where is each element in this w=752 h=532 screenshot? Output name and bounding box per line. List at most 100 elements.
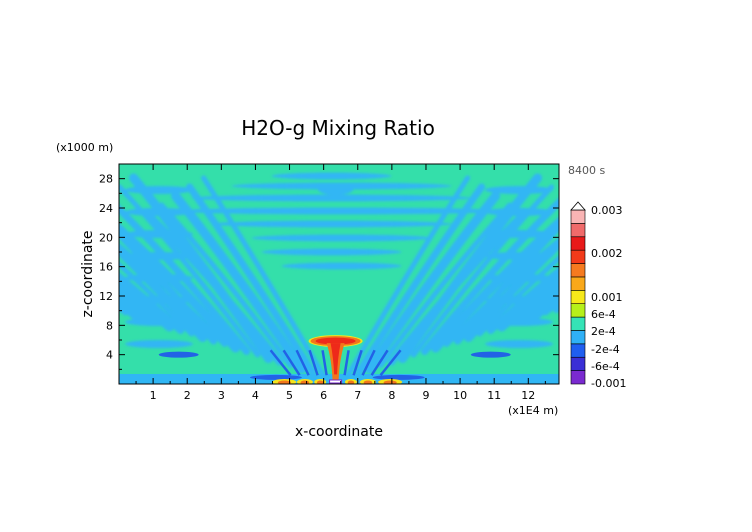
x-tick-label: 1 [150,389,157,402]
x-tick-label: 10 [453,389,467,402]
chart-title: H2O-g Mixing Ratio [241,116,435,140]
colorbar-swatch [570,343,586,358]
wave-band [487,266,559,334]
y-tick-label: 16 [99,261,113,274]
side-band [125,208,193,216]
colorbar-swatch [570,290,586,304]
side-band [125,186,193,194]
x-unit-label: (x1E4 m) [508,404,558,417]
side-band [485,208,553,216]
layer-band [251,234,432,242]
side-band [485,186,553,194]
side-band [125,230,193,238]
x-axis-label: x-coordinate [295,424,383,440]
side-band [485,318,553,326]
y-axis-label: z-coordinate [80,230,96,317]
neg-streak [282,349,301,376]
wave-band [411,184,555,358]
colorbar-swatch [570,303,586,318]
neg-streak [269,349,292,376]
y-tick-label: 4 [106,349,113,362]
x-tick-label: 9 [422,389,429,402]
x-tick-label: 3 [218,389,225,402]
surface-patch-core [347,380,355,384]
x-tick-label: 7 [354,389,361,402]
colorbar-swatch [570,249,586,264]
wave-band [477,254,559,337]
wave-band [119,243,208,342]
surface-patch-core [316,380,324,384]
top-blob [317,183,354,195]
wave-band [119,261,195,337]
wave-band [454,221,559,345]
x-tick-label: 12 [521,389,535,402]
side-band [485,340,553,348]
surface-patch-core [363,380,373,384]
layer-band [171,207,512,215]
wave-band [119,242,228,347]
wave-band [497,275,559,332]
wave-band [119,280,175,332]
colorbar-swatch [570,370,586,385]
colorbar: 0.003 0.002 0.001 6e-4 2e-4 -2e-4 -6e-4 -0.001 [570,201,626,390]
side-band [485,296,553,304]
side-band [485,252,553,260]
neg-streak [379,349,402,376]
surface-patch-core [277,380,292,384]
plume-core [315,337,356,345]
x-axis: 1 2 3 4 5 6 7 8 9 10 11 12 [135,164,546,402]
side-band [485,230,553,238]
layer-band [191,194,472,202]
colorbar-swatch [570,263,586,278]
x-tick-label: 6 [320,389,327,402]
wave-band [159,202,294,368]
wave-band [444,237,559,347]
neg-patch [158,351,199,358]
layer-band [281,262,402,270]
plot-frame [118,163,560,385]
neg-patch [249,374,302,380]
colorbar-arrow [570,201,586,211]
wave-band [119,296,142,321]
wave-band [119,228,218,345]
heatmap-field [119,164,748,384]
y-tick-label: 20 [99,231,113,244]
x-tick-label: 11 [487,389,501,402]
colorbar-label: 2e-4 [591,325,616,338]
y-axis: 4 8 12 16 20 24 28 [99,173,559,370]
side-band [125,340,193,348]
y-tick-label: 8 [106,319,113,332]
side-band [125,274,193,282]
layer-band [271,172,392,180]
colorbar-swatch [570,223,586,238]
colorbar-label: 6e-4 [591,308,616,321]
colorbar-swatch [570,276,586,291]
colorbar-label: 0.003 [591,204,623,217]
neg-streak [321,350,328,376]
wave-band [568,178,748,306]
y-tick-label: 28 [99,173,113,186]
colorbar-label: -2e-4 [591,343,620,356]
neg-streak [343,350,350,376]
wave-band [119,204,251,355]
time-label: 8400 s [568,164,605,177]
wave-band [431,216,559,353]
colorbar-label: -6e-4 [591,360,620,373]
wave-band [119,271,185,334]
neg-patch [470,351,511,358]
colorbar-label: 0.001 [591,291,623,304]
neg-streak [295,349,310,376]
surface-white [329,379,343,384]
x-tick-label: 5 [286,389,293,402]
x-tick-label: 2 [184,389,191,402]
y-tick-label: 12 [99,290,113,303]
colorbar-swatch [570,356,586,371]
colorbar-swatch [570,209,586,224]
layer-band [211,220,452,228]
wave-band [365,191,501,374]
y-unit-label: (x1000 m) [56,141,113,154]
wave-band [398,173,543,363]
wave-band [378,202,513,368]
layer-band [261,248,402,256]
